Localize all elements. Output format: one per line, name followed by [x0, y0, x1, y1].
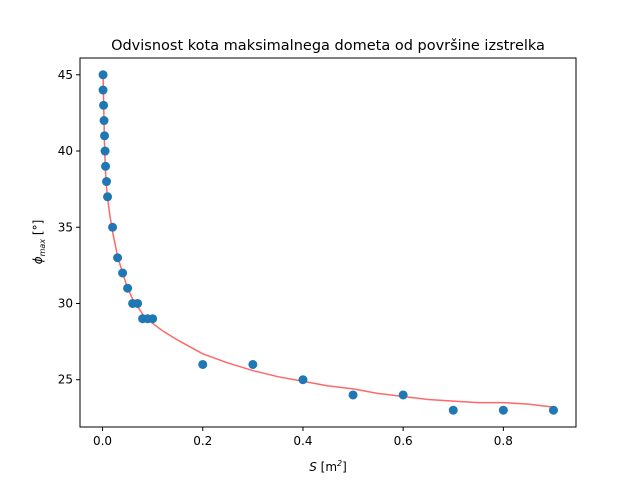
y-tick-label: 40: [58, 144, 73, 158]
data-point: [198, 359, 208, 369]
data-point: [248, 359, 258, 369]
chart-title: Odvisnost kota maksimalnega dometa od po…: [111, 38, 545, 54]
x-axis-label: S [m2]: [309, 459, 347, 474]
data-point: [113, 253, 123, 263]
data-point: [148, 314, 158, 324]
x-tick-label: 0.8: [494, 434, 513, 448]
plot-area: [98, 70, 558, 415]
data-point: [448, 405, 458, 415]
data-point: [348, 390, 358, 400]
data-point: [99, 100, 109, 110]
data-point: [133, 298, 143, 308]
data-point: [98, 85, 108, 95]
data-point: [498, 405, 508, 415]
y-tick-label: 25: [58, 373, 73, 387]
axes-frame: [79, 57, 577, 428]
data-point: [118, 268, 128, 278]
data-point: [100, 146, 110, 156]
data-point: [99, 116, 109, 126]
data-point: [123, 283, 133, 293]
fit-line: [102, 74, 554, 408]
y-axis: 25 30 35 40 45: [58, 68, 80, 387]
data-point: [100, 131, 110, 141]
x-tick-label: 0.2: [193, 434, 212, 448]
data-point: [398, 390, 408, 400]
x-tick-label: 0.4: [293, 434, 312, 448]
data-point: [298, 375, 308, 385]
data-point: [102, 177, 112, 187]
y-tick-label: 35: [58, 220, 73, 234]
x-tick-label: 0.0: [93, 434, 112, 448]
x-tick-label: 0.6: [394, 434, 413, 448]
data-point: [101, 161, 111, 171]
y-axis-label: ϕmax [°]: [31, 220, 47, 265]
x-axis: 0.0 0.2 0.4 0.6 0.8: [93, 427, 513, 448]
data-point: [108, 222, 118, 232]
y-tick-label: 45: [58, 68, 73, 82]
data-point: [98, 70, 108, 80]
data-point: [103, 192, 113, 202]
y-tick-label: 30: [58, 296, 73, 310]
data-point: [548, 405, 558, 415]
